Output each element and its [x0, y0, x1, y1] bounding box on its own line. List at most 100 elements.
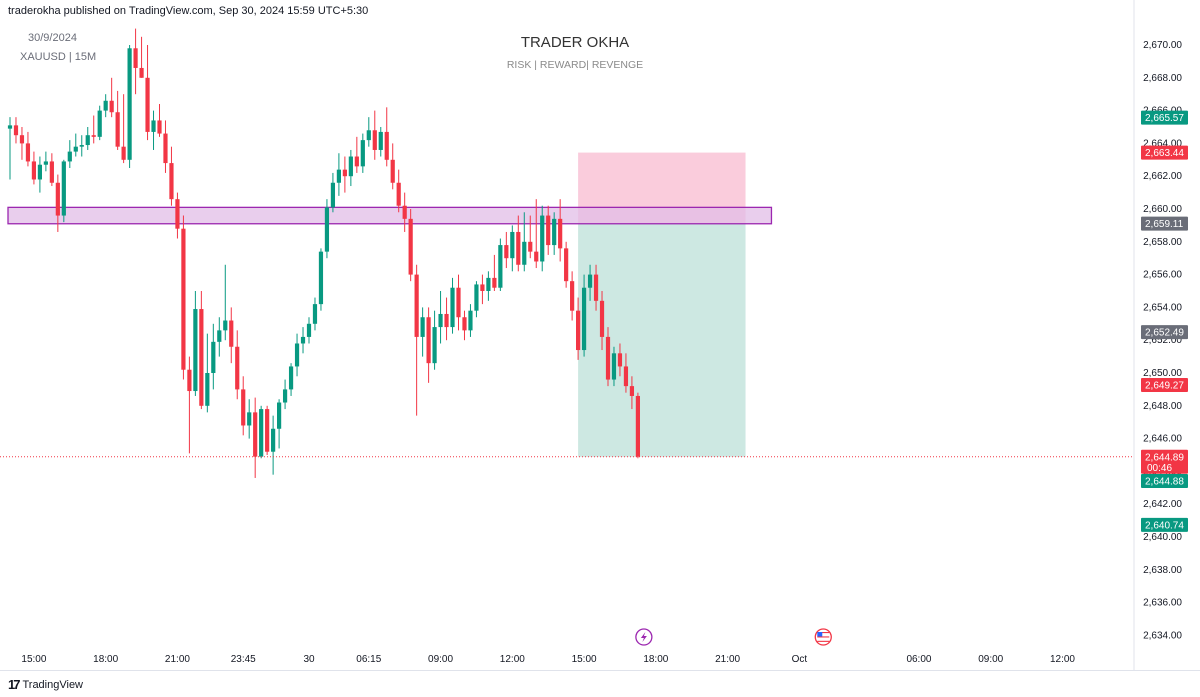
candle — [504, 231, 509, 269]
price-tag-label: 2,663.44 — [1145, 148, 1184, 159]
candle-body — [163, 133, 168, 164]
candle — [366, 117, 371, 147]
candle-body — [474, 284, 479, 311]
price-tag: 2,640.74 — [1141, 517, 1188, 532]
countdown-label: 00:46 — [1147, 463, 1172, 474]
candle-body — [552, 218, 557, 246]
candle-body — [37, 164, 42, 180]
candle-body — [253, 412, 258, 457]
tradingview-brand[interactable]: 17 TradingView — [8, 677, 83, 692]
candle — [37, 156, 42, 193]
candle — [193, 291, 198, 396]
candle-body — [25, 143, 31, 162]
candle-body — [91, 135, 96, 137]
candle — [61, 159, 66, 223]
candle — [223, 264, 228, 341]
candle — [175, 192, 180, 239]
candle — [211, 323, 216, 390]
candle — [318, 248, 324, 311]
candle-body — [31, 161, 37, 180]
candle-body — [336, 169, 341, 183]
candle-body — [348, 156, 353, 177]
candle-body — [390, 159, 395, 183]
price-tag-background — [1141, 473, 1188, 488]
time-tick-label: 23:45 — [231, 654, 256, 665]
candle — [450, 277, 455, 334]
candle-body — [522, 241, 527, 265]
candle-body — [486, 277, 491, 291]
candle-body — [7, 125, 13, 129]
candle — [259, 405, 264, 459]
candle — [402, 192, 407, 232]
candle — [282, 379, 288, 410]
candle — [438, 291, 443, 344]
candle-body — [534, 251, 539, 262]
candle-body — [593, 274, 599, 301]
candle — [462, 310, 467, 341]
price-tick-label: 2,654.00 — [1143, 302, 1182, 313]
candle — [599, 291, 605, 351]
price-tag: 2,644.88 — [1141, 473, 1188, 488]
flag-stripe — [817, 634, 830, 636]
candle — [288, 363, 294, 396]
candle — [360, 133, 365, 173]
flag-stripe — [817, 640, 830, 642]
candle-body — [259, 409, 264, 457]
time-tick-label: Oct — [792, 654, 808, 665]
candle — [635, 392, 640, 459]
price-tag-background — [1141, 325, 1188, 340]
time-tick-label: 18:00 — [643, 654, 668, 665]
price-tick-label: 2,662.00 — [1143, 171, 1182, 182]
candle — [354, 136, 359, 173]
candle — [486, 271, 491, 301]
tradingview-logo-icon: 17 — [8, 677, 21, 692]
candle-body — [468, 310, 473, 331]
candle — [187, 356, 192, 454]
candle — [157, 104, 162, 137]
price-tick-label: 2,642.00 — [1143, 499, 1182, 510]
candle — [312, 297, 318, 331]
time-tick-label: 06:00 — [906, 654, 931, 665]
candle — [558, 199, 563, 262]
time-tick-label: 21:00 — [165, 654, 190, 665]
candle — [294, 333, 300, 377]
price-tag-label: 2,640.74 — [1145, 520, 1184, 531]
price-tag-label: 2,659.11 — [1145, 219, 1184, 230]
candle-body — [282, 389, 288, 403]
candle — [396, 169, 401, 213]
time-tick-label: 09:00 — [978, 654, 1003, 665]
candle-body — [139, 67, 144, 78]
candle-body — [151, 120, 156, 132]
candle — [522, 212, 527, 272]
candle — [55, 174, 60, 232]
price-tick-label: 2,650.00 — [1143, 368, 1182, 379]
candle — [199, 291, 204, 410]
footer-divider — [0, 670, 1200, 671]
flag-stripe — [817, 638, 830, 640]
candle — [468, 304, 473, 337]
candle — [67, 140, 72, 168]
price-tick-label: 2,660.00 — [1143, 204, 1182, 215]
candle-body — [480, 284, 485, 291]
candle-body — [145, 77, 150, 132]
candle-body — [61, 161, 66, 216]
publisher-header: traderokha published on TradingView.com,… — [8, 5, 369, 17]
candle — [623, 353, 629, 393]
candle — [235, 330, 240, 400]
candle — [79, 135, 84, 157]
price-tag-background — [1141, 377, 1188, 392]
price-tag-background — [1141, 145, 1188, 160]
candle-body — [217, 330, 222, 342]
price-tick-label: 2,634.00 — [1143, 630, 1182, 641]
candle — [49, 153, 54, 187]
candle — [516, 215, 521, 272]
candle-body — [79, 145, 84, 147]
price-tag-label: 2,649.27 — [1145, 380, 1184, 391]
price-tag: 2,659.11 — [1141, 216, 1188, 231]
candle-body — [456, 287, 461, 318]
candle — [498, 238, 503, 291]
price-tick-label: 2,638.00 — [1143, 565, 1182, 576]
time-tick-label: 09:00 — [428, 654, 453, 665]
candle — [384, 107, 389, 167]
